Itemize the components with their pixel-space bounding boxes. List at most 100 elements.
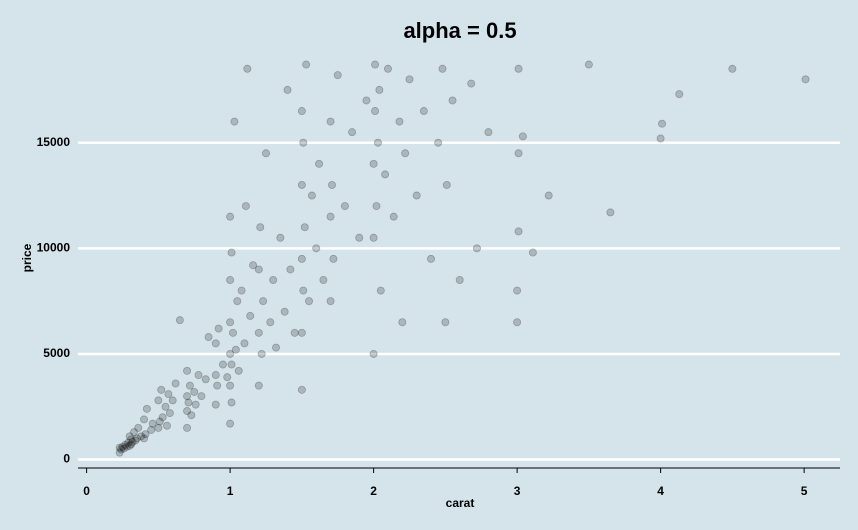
point bbox=[228, 328, 237, 337]
point bbox=[142, 404, 151, 413]
point bbox=[448, 96, 457, 105]
point bbox=[183, 392, 192, 401]
point bbox=[127, 440, 136, 449]
point bbox=[237, 286, 246, 295]
point bbox=[226, 381, 235, 390]
point bbox=[211, 400, 220, 409]
point bbox=[254, 265, 263, 274]
point bbox=[121, 440, 130, 449]
point bbox=[140, 415, 149, 424]
point bbox=[148, 419, 157, 428]
point bbox=[175, 316, 184, 325]
point bbox=[290, 328, 299, 337]
point bbox=[412, 191, 421, 200]
point bbox=[728, 64, 737, 73]
point bbox=[227, 398, 236, 407]
point bbox=[259, 297, 268, 306]
point bbox=[122, 442, 131, 451]
point bbox=[297, 254, 306, 263]
point bbox=[197, 392, 206, 401]
point bbox=[329, 254, 338, 263]
point bbox=[398, 318, 407, 327]
point bbox=[373, 138, 382, 147]
point bbox=[191, 400, 200, 409]
point bbox=[227, 248, 236, 257]
point bbox=[254, 328, 263, 337]
point bbox=[249, 261, 258, 270]
point bbox=[183, 406, 192, 415]
point bbox=[513, 318, 522, 327]
point bbox=[427, 254, 436, 263]
point bbox=[165, 409, 174, 418]
point bbox=[302, 60, 311, 69]
point bbox=[362, 96, 371, 105]
point bbox=[355, 233, 364, 242]
point bbox=[544, 191, 553, 200]
point bbox=[269, 276, 278, 285]
point bbox=[131, 436, 140, 445]
point bbox=[584, 60, 593, 69]
point bbox=[226, 349, 235, 358]
point bbox=[226, 212, 235, 221]
x-axis-label: carat bbox=[446, 496, 475, 510]
point bbox=[369, 159, 378, 168]
point bbox=[658, 119, 667, 128]
point bbox=[140, 434, 149, 443]
point bbox=[300, 223, 309, 232]
point bbox=[395, 117, 404, 126]
point bbox=[376, 286, 385, 295]
point bbox=[164, 390, 173, 399]
point bbox=[226, 276, 235, 285]
point bbox=[283, 85, 292, 94]
point bbox=[125, 441, 134, 450]
point bbox=[223, 373, 232, 382]
point bbox=[419, 107, 428, 116]
y-tick-label: 10000 bbox=[37, 240, 71, 254]
point bbox=[157, 385, 166, 394]
y-tick-label: 5000 bbox=[43, 346, 70, 360]
point bbox=[312, 244, 321, 253]
point bbox=[134, 423, 143, 432]
point bbox=[226, 419, 235, 428]
point bbox=[401, 149, 410, 158]
point bbox=[124, 438, 133, 447]
point bbox=[518, 132, 527, 141]
point bbox=[280, 307, 289, 316]
point bbox=[184, 398, 193, 407]
point bbox=[286, 265, 295, 274]
point bbox=[438, 64, 447, 73]
point bbox=[256, 223, 265, 232]
point bbox=[326, 212, 335, 221]
point bbox=[240, 339, 249, 348]
point bbox=[467, 79, 476, 88]
point bbox=[405, 75, 414, 84]
point bbox=[307, 191, 316, 200]
point bbox=[514, 64, 523, 73]
point bbox=[297, 385, 306, 394]
point bbox=[514, 227, 523, 236]
point bbox=[168, 396, 177, 405]
point bbox=[514, 149, 523, 158]
point bbox=[389, 212, 398, 221]
x-tick-label: 3 bbox=[514, 484, 521, 498]
point bbox=[371, 107, 380, 116]
point bbox=[117, 445, 126, 454]
point bbox=[272, 343, 281, 352]
point bbox=[656, 134, 665, 143]
point bbox=[442, 180, 451, 189]
point bbox=[297, 180, 306, 189]
point bbox=[185, 381, 194, 390]
point bbox=[348, 128, 357, 137]
point bbox=[305, 297, 314, 306]
x-tick-label: 4 bbox=[657, 484, 664, 498]
point bbox=[375, 85, 384, 94]
point bbox=[233, 297, 242, 306]
chart-title: alpha = 0.5 bbox=[403, 18, 516, 43]
point bbox=[371, 60, 380, 69]
point bbox=[141, 430, 150, 439]
point bbox=[326, 117, 335, 126]
y-tick-label: 0 bbox=[63, 452, 70, 466]
point bbox=[528, 248, 537, 257]
